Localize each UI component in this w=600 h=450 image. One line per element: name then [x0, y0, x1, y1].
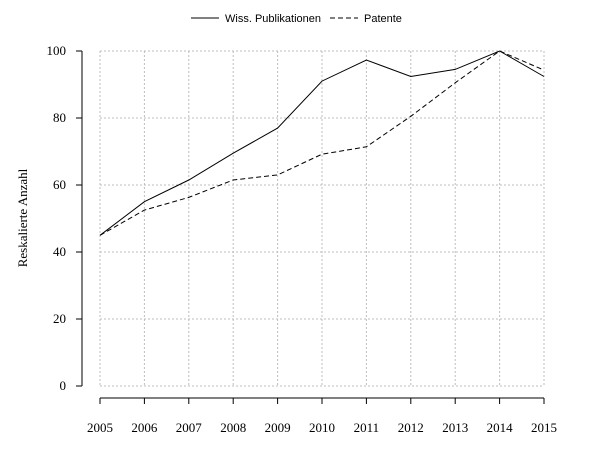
- x-tick-label-2015: 2015: [531, 420, 557, 435]
- y-axis-title: Reskalierte Anzahl: [15, 168, 30, 267]
- y-tick-label-40: 40: [53, 244, 66, 259]
- series-group: [99, 50, 545, 236]
- legend-label-publications: Wiss. Publikationen: [225, 13, 321, 25]
- y-axis-ticks: 0 20 40 60 80 100: [47, 43, 82, 393]
- x-tick-label-2010: 2010: [309, 420, 335, 435]
- x-tick-label-2012: 2012: [398, 420, 424, 435]
- gridlines: [99, 50, 545, 387]
- x-tick-label-2011: 2011: [354, 420, 380, 435]
- y-tick-label-20: 20: [53, 311, 66, 326]
- x-tick-label-2009: 2009: [265, 420, 291, 435]
- legend-label-patents: Patente: [364, 13, 402, 25]
- axes: [81, 51, 544, 399]
- y-tick-label-80: 80: [53, 110, 66, 125]
- y-tick-label-100: 100: [47, 43, 67, 58]
- x-tick-label-2007: 2007: [176, 420, 203, 435]
- series-line-publications: [99, 50, 545, 236]
- x-tick-label-2014: 2014: [487, 420, 514, 435]
- series-line-patents: [99, 50, 545, 236]
- x-axis-ticks: 2005 2006 2007 2008 2009 2010 2011 2012 2013 2014…: [87, 398, 557, 435]
- x-tick-label-2008: 2008: [220, 420, 246, 435]
- y-tick-label-60: 60: [53, 177, 66, 192]
- x-tick-label-2013: 2013: [442, 420, 468, 435]
- x-tick-label-2006: 2006: [131, 420, 158, 435]
- y-tick-label-0: 0: [60, 378, 67, 393]
- x-tick-label-2005: 2005: [87, 420, 113, 435]
- legend: Wiss. Publikationen Patente: [191, 13, 402, 25]
